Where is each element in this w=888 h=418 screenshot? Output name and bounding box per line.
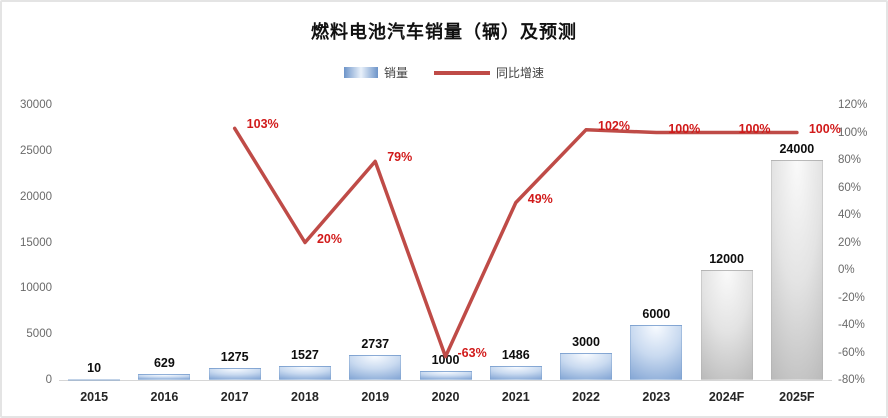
legend-label-yoy-growth: 同比增速 [496,66,545,80]
legend-item-sales: 销量 [343,64,408,81]
x-axis-line [59,380,832,381]
x-axis-label-2025F: 2025F [779,390,815,404]
bar-2015 [68,379,121,381]
bar-2021 [489,366,542,380]
right-axis-tick: 120% [838,99,868,111]
right-axis-tick: -80% [838,374,865,386]
right-axis-tick: 20% [838,236,862,249]
x-axis-label-2020: 2020 [431,390,460,404]
bar-value-label-2019: 2737 [361,336,390,351]
right-axis-tick: 0% [838,264,855,276]
left-axis-tick: 25000 [20,144,52,157]
bar-2023 [630,325,683,380]
bar-value-label-2023: 6000 [642,307,671,321]
right-axis-tick: 80% [838,154,862,166]
left-axis-tick: 10000 [20,282,52,295]
chart-title: 燃料电池汽车销量（辆）及预测 [311,22,577,42]
bar-2019 [349,354,402,380]
right-axis-tick: 60% [838,181,862,194]
line-value-label-2017: 103% [246,117,279,132]
right-axis-tick: 40% [838,209,862,221]
line-value-label-2024F: 100% [738,121,771,136]
x-axis-label-2023: 2023 [642,390,671,404]
bar-value-label-2025F: 24000 [779,142,815,156]
bar-2024F [700,270,753,380]
bar-value-label-2016: 629 [153,356,175,371]
left-axis-tick: 15000 [20,236,52,249]
bar-value-label-2015: 10 [87,361,102,375]
legend-label-sales: 销量 [383,66,408,80]
legend-item-yoy-growth: 同比增速 [434,64,544,81]
x-axis-label-2016: 2016 [150,390,179,404]
line-value-label-2025F: 100% [808,121,841,136]
right-axis-tick: 100% [838,126,868,139]
x-axis-label-2017: 2017 [220,390,249,404]
x-axis-label-2021: 2021 [501,390,530,404]
line-value-label-2019: 79% [387,150,413,165]
right-axis-tick: -40% [838,319,865,331]
bar-2018 [278,366,331,380]
x-axis-label-2024F: 2024F [708,390,745,404]
line-value-label-2021: 49% [527,191,553,206]
x-axis-label-2022: 2022 [572,390,600,404]
bar-2017 [208,368,261,380]
bar-2016 [138,374,191,380]
line-value-label-2018: 20% [316,231,342,246]
left-axis-tick: 20000 [20,190,52,203]
line-value-label-2022: 102% [598,118,631,133]
line-value-label-2020: -63% [457,345,487,360]
x-axis-label-2018: 2018 [291,390,319,404]
x-axis-label-2019: 2019 [361,390,390,404]
bar-2022 [560,352,613,380]
right-axis-tick: -20% [838,291,865,304]
x-axis-label-2015: 2015 [80,390,109,404]
line-series-swatch-icon [434,70,490,75]
left-axis-tick: 0 [45,374,52,386]
chart-legend: 销量 同比增速 [2,64,886,81]
bar-2020 [419,370,472,380]
line-value-label-2023: 100% [668,121,701,136]
bar-value-label-2022: 3000 [572,334,600,349]
right-axis-tick: -60% [838,346,865,359]
bar-value-label-2024F: 12000 [709,252,744,266]
left-axis-tick: 5000 [26,328,52,341]
left-axis-tick: 30000 [20,99,52,111]
bar-2025F [770,160,823,380]
bar-series-swatch-icon [343,67,378,78]
